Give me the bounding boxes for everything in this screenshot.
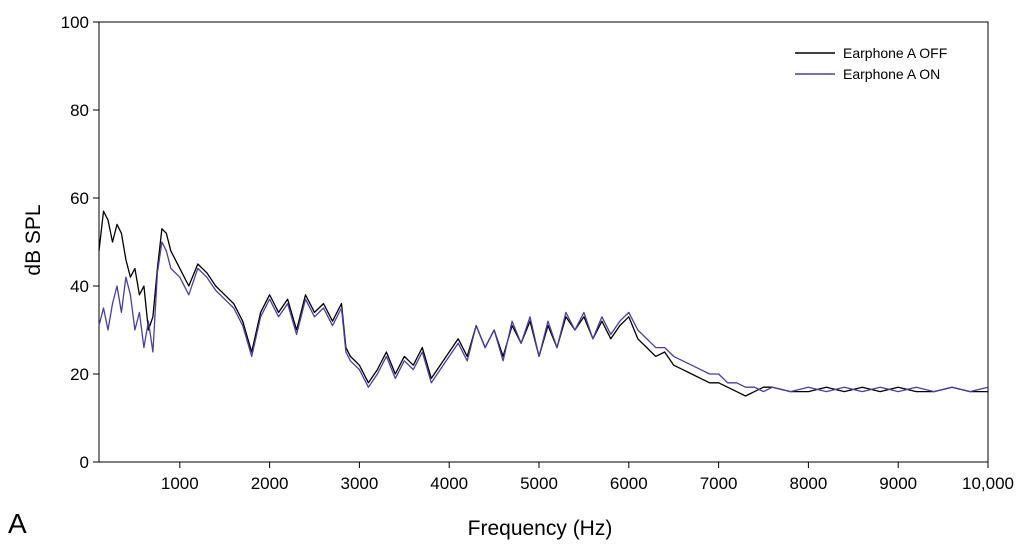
x-tick-label: 9000 (879, 474, 917, 493)
y-tick-label: 0 (80, 453, 89, 472)
legend-label: Earphone A OFF (843, 45, 947, 61)
x-tick-label: 3000 (341, 474, 379, 493)
y-tick-label: 100 (61, 13, 89, 32)
x-tick-label: 7000 (700, 474, 738, 493)
x-tick-label: 8000 (789, 474, 827, 493)
legend: Earphone A OFF Earphone A ON (795, 45, 947, 82)
plot-area (98, 21, 989, 463)
y-tick-label: 20 (70, 365, 89, 384)
x-tick-label: 4000 (430, 474, 468, 493)
x-tick-label: 10,000 (962, 474, 1014, 493)
y-axis-label: dB SPL (22, 204, 45, 275)
plot-frame (98, 21, 989, 463)
x-tick-label: 6000 (610, 474, 648, 493)
axes: 0 20 40 60 80 100 1000 2000 3000 4000 5000 6000 7000… (61, 13, 1014, 493)
series-layer (98, 210, 989, 397)
x-tick-label: 1000 (161, 474, 199, 493)
x-tick-label: 2000 (251, 474, 289, 493)
series-line-earphone-a-off (98, 210, 988, 397)
panel-label: A (8, 508, 27, 539)
legend-label: Earphone A ON (843, 66, 940, 82)
x-tick-label: 5000 (520, 474, 558, 493)
y-tick-label: 80 (70, 101, 89, 120)
x-axis-label: Frequency (Hz) (468, 517, 613, 540)
y-tick-label: 60 (70, 189, 89, 208)
series-line-earphone-a-on (98, 241, 989, 393)
y-tick-label: 40 (70, 277, 89, 296)
